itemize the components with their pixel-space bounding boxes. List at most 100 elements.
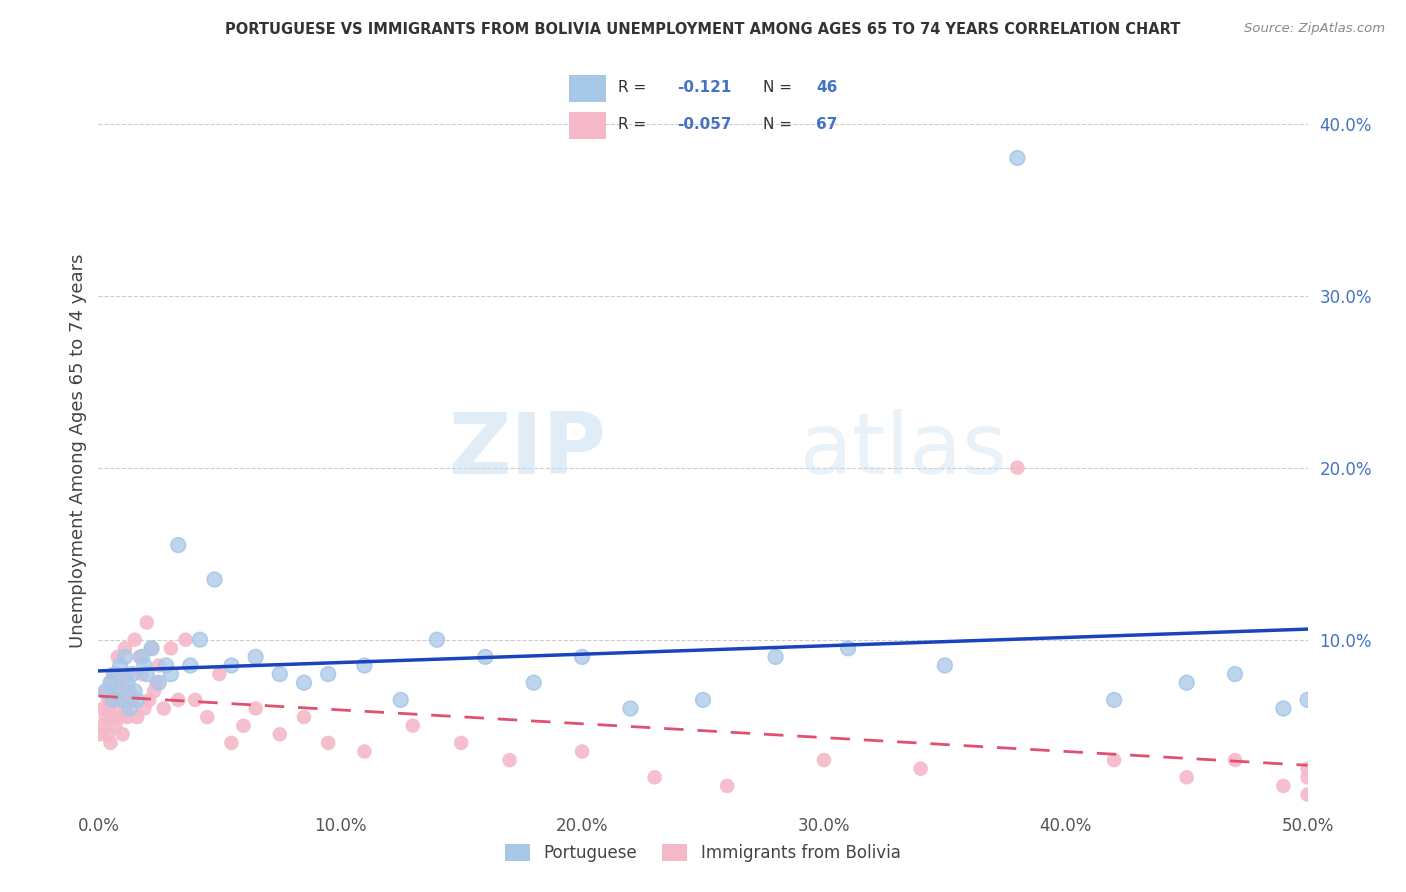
Point xyxy=(188,632,211,647)
Point xyxy=(692,693,714,707)
Text: Source: ZipAtlas.com: Source: ZipAtlas.com xyxy=(1244,22,1385,36)
Point xyxy=(94,710,117,724)
Point xyxy=(292,675,315,690)
Point xyxy=(100,675,122,690)
Point xyxy=(97,693,120,707)
Point xyxy=(107,684,129,698)
Point xyxy=(124,684,146,698)
Point xyxy=(131,667,153,681)
Point xyxy=(148,675,170,690)
Point xyxy=(389,693,412,707)
Point xyxy=(134,701,156,715)
Text: N =: N = xyxy=(763,80,797,95)
Legend: Portuguese, Immigrants from Bolivia: Portuguese, Immigrants from Bolivia xyxy=(499,837,907,869)
Point xyxy=(117,675,139,690)
Point xyxy=(1007,151,1029,165)
Point xyxy=(135,615,157,630)
Point xyxy=(118,684,141,698)
Point xyxy=(1175,675,1198,690)
Point xyxy=(148,658,170,673)
Point xyxy=(269,667,291,681)
Point xyxy=(101,710,124,724)
Point xyxy=(134,658,156,673)
Point xyxy=(1102,693,1125,707)
Text: 46: 46 xyxy=(815,80,838,95)
Text: -0.057: -0.057 xyxy=(676,118,731,132)
Point xyxy=(316,736,339,750)
Point xyxy=(1007,151,1029,165)
Point xyxy=(111,727,134,741)
Point xyxy=(1272,701,1295,715)
Point xyxy=(121,693,143,707)
Point xyxy=(571,649,593,664)
Point xyxy=(114,649,136,664)
Point xyxy=(101,667,124,681)
Point xyxy=(94,684,117,698)
Point xyxy=(104,667,127,681)
Text: R =: R = xyxy=(619,80,651,95)
Point xyxy=(353,658,375,673)
Point xyxy=(108,658,131,673)
Point xyxy=(934,658,956,673)
Point xyxy=(316,667,339,681)
Point xyxy=(1102,753,1125,767)
Point xyxy=(94,684,117,698)
Point xyxy=(195,710,218,724)
Point xyxy=(124,684,146,698)
Point xyxy=(145,675,167,690)
Point xyxy=(117,667,139,681)
Point xyxy=(389,693,412,707)
Point xyxy=(100,675,122,690)
Point xyxy=(91,701,114,715)
Point xyxy=(141,641,163,656)
Point xyxy=(167,693,190,707)
Point xyxy=(128,649,150,664)
Point xyxy=(619,701,641,715)
Point xyxy=(107,649,129,664)
Point xyxy=(111,693,134,707)
Point xyxy=(104,667,127,681)
Point xyxy=(107,684,129,698)
Point xyxy=(1175,675,1198,690)
Point xyxy=(1223,753,1246,767)
Point xyxy=(167,538,190,552)
Point xyxy=(167,538,190,552)
Point xyxy=(571,649,593,664)
Point xyxy=(131,649,153,664)
Point xyxy=(90,727,112,741)
Point xyxy=(523,675,546,690)
Point xyxy=(101,693,124,707)
Point xyxy=(1296,762,1319,776)
Point xyxy=(1223,667,1246,681)
Point xyxy=(104,693,127,707)
Point xyxy=(160,667,183,681)
Point xyxy=(108,693,131,707)
Point xyxy=(245,649,267,664)
Point xyxy=(1007,460,1029,475)
Point xyxy=(245,701,267,715)
Point xyxy=(837,641,859,656)
Point xyxy=(269,667,291,681)
Point xyxy=(104,719,127,733)
Point xyxy=(188,632,211,647)
Point xyxy=(155,658,177,673)
FancyBboxPatch shape xyxy=(568,75,606,102)
Point xyxy=(160,641,183,656)
Point xyxy=(221,658,243,673)
Point xyxy=(91,719,114,733)
Text: N =: N = xyxy=(763,118,797,132)
Point xyxy=(498,753,520,767)
Point xyxy=(692,693,714,707)
Point xyxy=(152,701,174,715)
Point xyxy=(474,649,496,664)
Point xyxy=(94,684,117,698)
Point xyxy=(117,710,139,724)
Point xyxy=(934,658,956,673)
Point xyxy=(204,573,226,587)
Text: PORTUGUESE VS IMMIGRANTS FROM BOLIVIA UNEMPLOYMENT AMONG AGES 65 TO 74 YEARS COR: PORTUGUESE VS IMMIGRANTS FROM BOLIVIA UN… xyxy=(225,22,1181,37)
Point xyxy=(571,744,593,758)
Point xyxy=(127,693,149,707)
Text: -0.121: -0.121 xyxy=(676,80,731,95)
Point xyxy=(184,693,207,707)
Point xyxy=(813,753,835,767)
